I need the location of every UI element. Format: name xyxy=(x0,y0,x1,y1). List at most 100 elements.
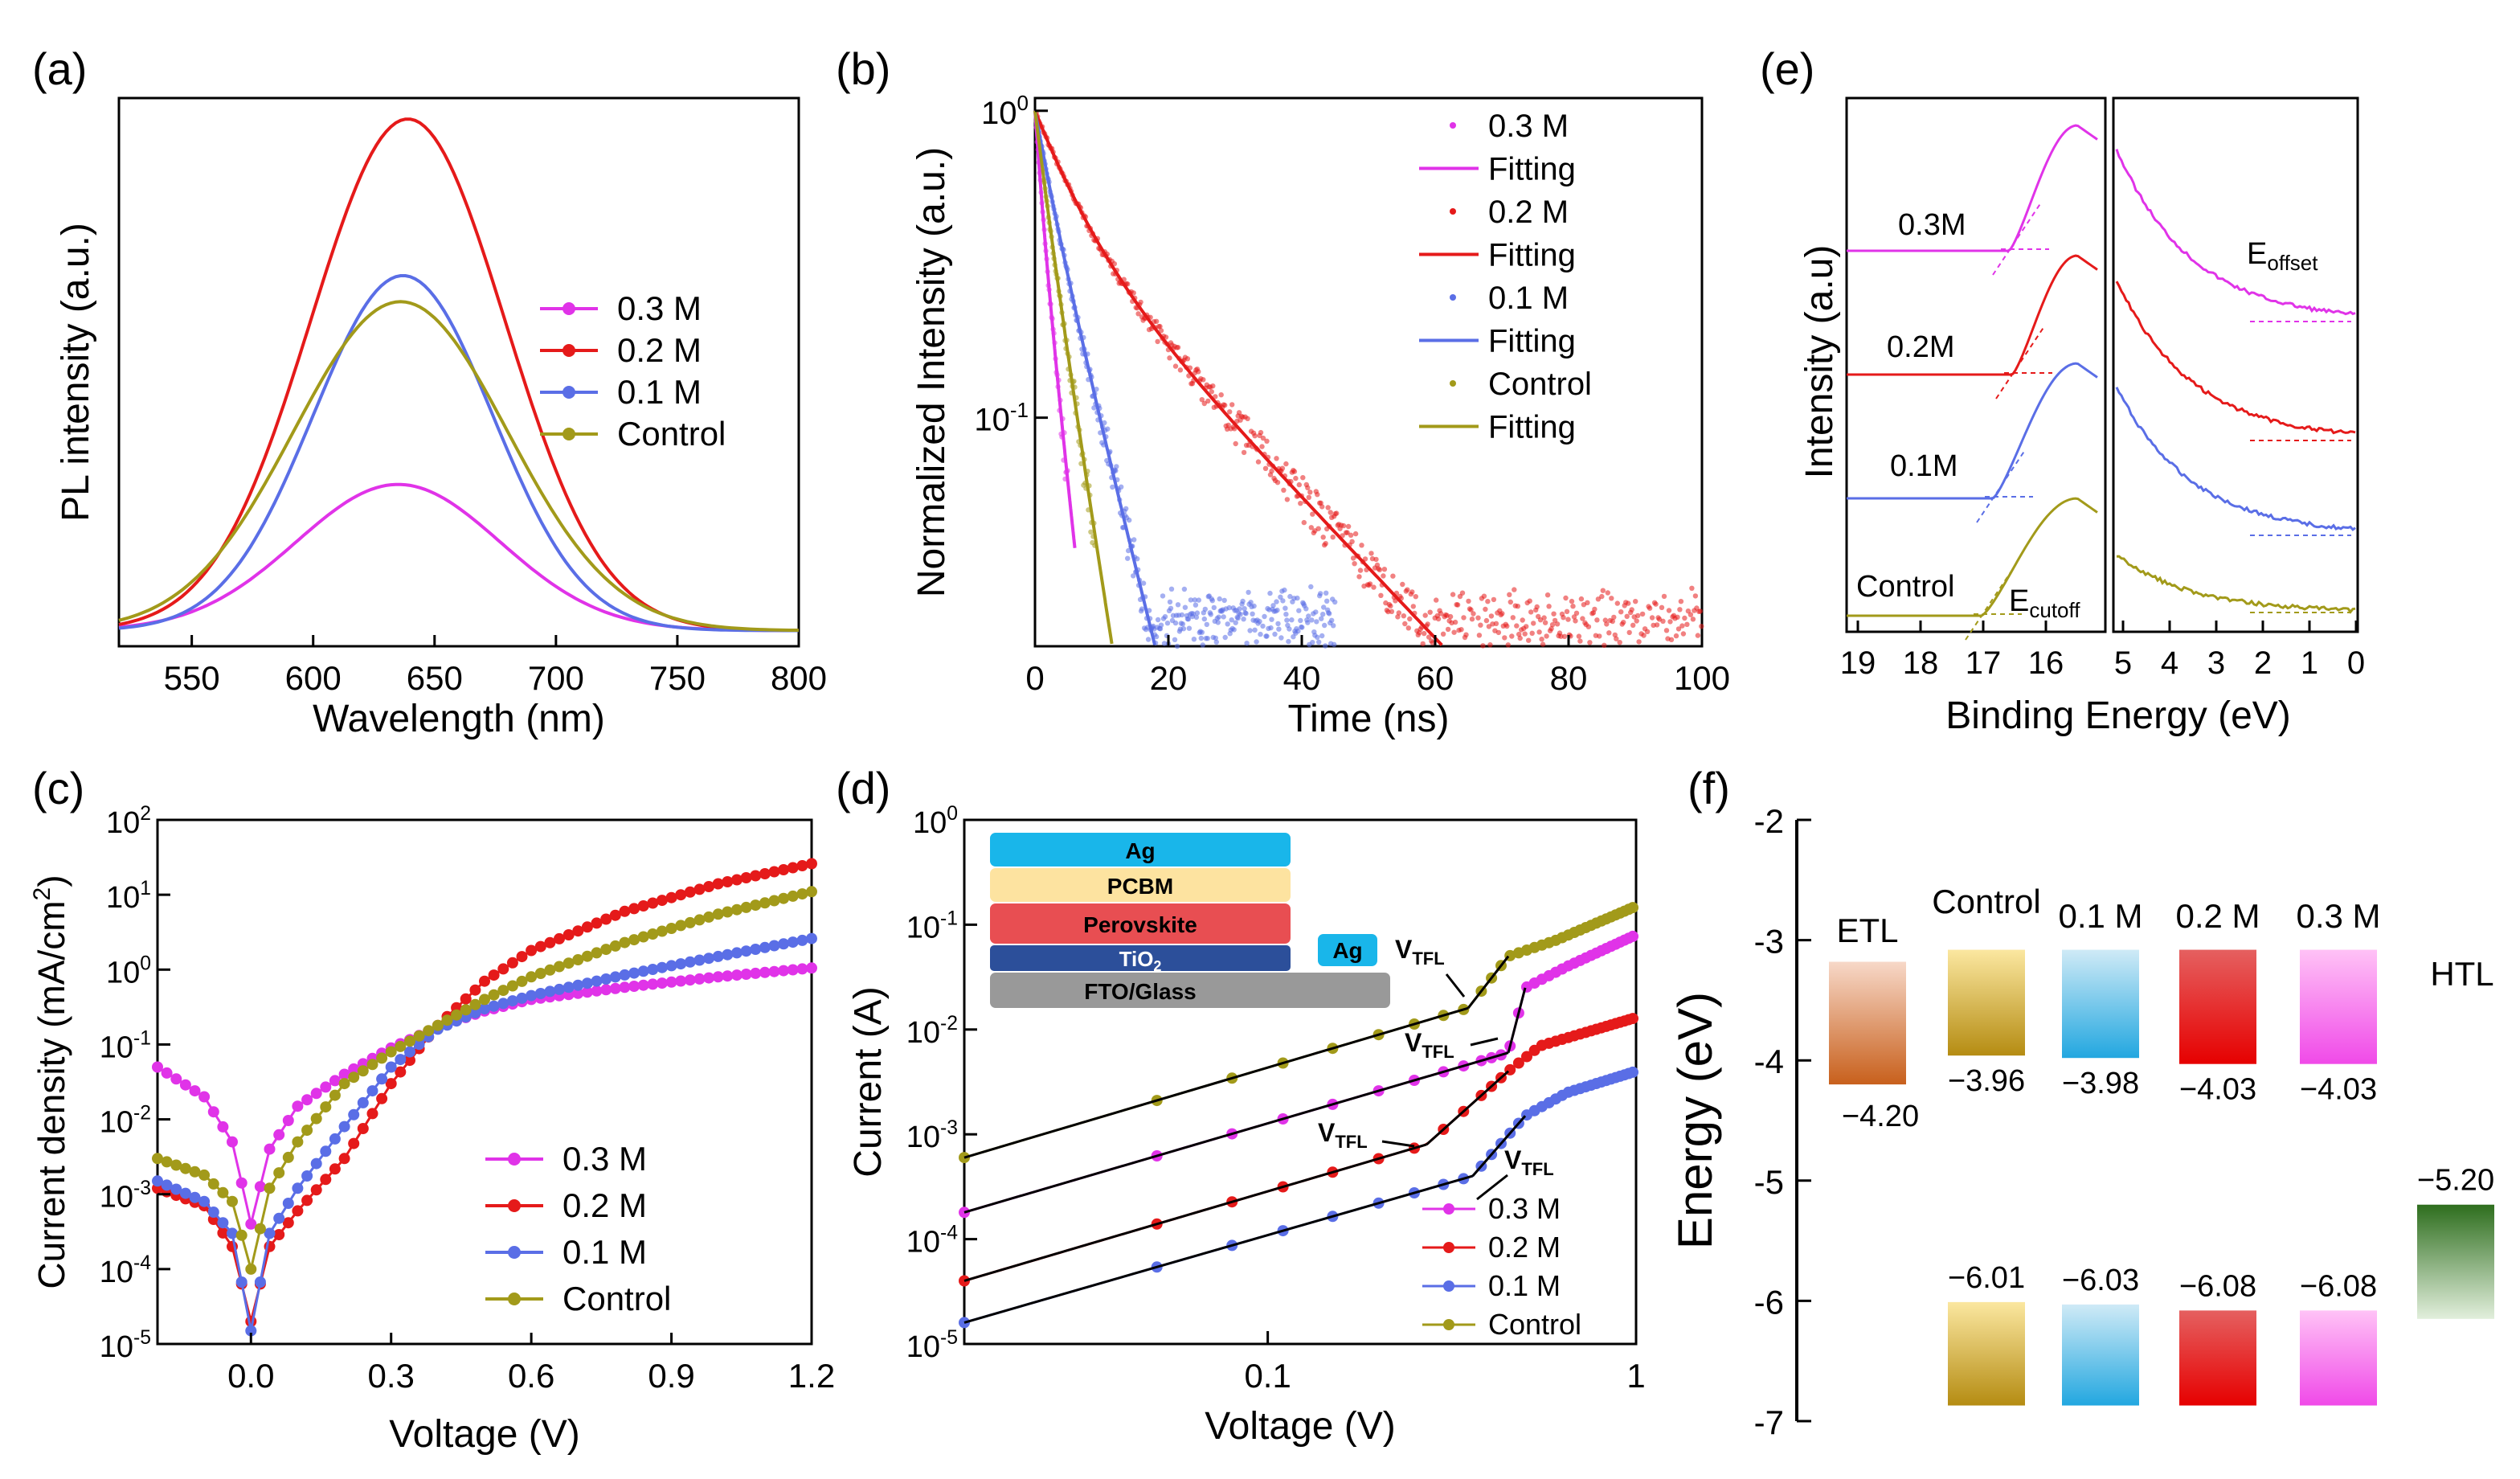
x-tick-label: 60 xyxy=(1417,659,1454,697)
jv-point xyxy=(693,914,706,926)
jv-point xyxy=(282,1115,294,1126)
jv-point xyxy=(787,862,799,874)
decay-point xyxy=(1323,590,1329,596)
jv-point xyxy=(693,973,706,985)
jv-point xyxy=(460,1004,472,1016)
jv-point xyxy=(554,983,565,995)
decay-point xyxy=(1654,622,1660,628)
panel-label-d: (d) xyxy=(836,763,890,813)
legend-label: 0.2 M xyxy=(562,1186,647,1224)
jv-point xyxy=(675,889,687,901)
decay-point xyxy=(1119,484,1124,490)
decay-point xyxy=(1258,631,1263,637)
jv-point xyxy=(619,969,631,981)
jv-point xyxy=(497,963,509,975)
tick-label: 100 xyxy=(981,91,1029,131)
sample-label: 0.3M xyxy=(1898,208,1966,242)
decay-point xyxy=(1255,459,1262,465)
decay-point xyxy=(1196,597,1202,603)
decay-point xyxy=(1139,606,1145,612)
decay-point xyxy=(1480,643,1486,649)
jv-point xyxy=(245,1325,257,1337)
offset-curve xyxy=(2115,281,2356,435)
decay-point xyxy=(1447,613,1454,620)
axis-ticks: 0.0 0.3 0.6 0.9 1.2 102 101 100 10-1 10-2 10-3 10-4… xyxy=(100,803,835,1395)
jv-point xyxy=(152,1175,163,1187)
legend-marker xyxy=(508,1199,521,1212)
legend-marker xyxy=(562,428,575,440)
jv-point xyxy=(703,911,715,923)
decay-point xyxy=(1605,590,1611,596)
decay-point xyxy=(1269,617,1274,622)
category-label: 0.3 M xyxy=(2296,897,2380,935)
decay-point xyxy=(1348,532,1354,538)
cutoff-curve xyxy=(1847,497,2098,617)
decay-point xyxy=(1692,593,1699,599)
decay-point xyxy=(1201,400,1208,407)
decay-point xyxy=(1604,621,1610,627)
decay-point xyxy=(1252,433,1258,439)
decay-point xyxy=(1251,603,1257,609)
decay-point xyxy=(1468,607,1474,612)
jv-point xyxy=(366,1108,378,1120)
decay-point xyxy=(1158,328,1164,334)
decay-point xyxy=(1430,640,1435,645)
decay-point xyxy=(1240,598,1246,604)
decay-point xyxy=(1193,614,1200,621)
decay-point xyxy=(1091,405,1097,411)
decay-point xyxy=(1186,625,1192,631)
legend-marker xyxy=(1450,122,1456,129)
decay-point xyxy=(1269,468,1274,474)
decay-point xyxy=(1164,621,1171,626)
decay-point xyxy=(1274,607,1280,613)
jv-point xyxy=(600,984,612,996)
decay-point xyxy=(1270,603,1276,608)
vtfl-arrow xyxy=(1381,1140,1415,1148)
jv-point xyxy=(750,870,762,882)
decay-point xyxy=(1258,429,1264,436)
panel-a-pl-spectra: 550 600 650 700 750 800 Wavelength (nm) PL in… xyxy=(55,96,827,740)
decay-point xyxy=(1102,420,1107,426)
conduction-band-bar xyxy=(1948,949,2025,1056)
decay-point xyxy=(1340,522,1347,529)
jv-point xyxy=(217,1186,229,1198)
jv-point xyxy=(600,913,612,925)
legend: 0.3 M 0.2 M 0.1 M Control xyxy=(1422,1192,1581,1341)
jv-point xyxy=(572,987,584,999)
jv-point xyxy=(488,969,500,981)
decay-point xyxy=(1209,598,1216,604)
decay-point xyxy=(1298,501,1303,506)
legend-marker xyxy=(1450,208,1456,215)
decay-point xyxy=(1318,591,1323,596)
decay-point xyxy=(1573,610,1580,616)
jv-point xyxy=(282,1151,294,1163)
decay-point xyxy=(1323,541,1328,547)
jv-point xyxy=(264,1227,276,1239)
conduction-band-bar xyxy=(2062,949,2139,1059)
decay-point xyxy=(1310,511,1315,517)
decay-point xyxy=(1226,604,1232,611)
layer-pcbm-label: PCBM xyxy=(1107,874,1173,899)
decay-point xyxy=(1610,618,1616,625)
decay-point xyxy=(1275,621,1281,627)
jv-point xyxy=(619,936,631,948)
axis-ticks: 19 18 17 16 5 4 3 2 1 0 xyxy=(1840,621,2365,681)
decay-point xyxy=(1241,449,1247,456)
decay-point xyxy=(1641,633,1647,638)
panel-label-b: (b) xyxy=(836,43,890,94)
jv-point xyxy=(712,908,724,920)
decay-point xyxy=(1177,367,1184,373)
jv-point xyxy=(479,994,490,1006)
jv-point xyxy=(273,1167,285,1179)
y-axis-label: Normalized Intensity (a.u.) xyxy=(910,147,953,597)
jv-point xyxy=(198,1195,211,1207)
decay-point xyxy=(1352,531,1359,537)
jv-point xyxy=(703,881,715,892)
decay-point xyxy=(1422,612,1428,618)
decay-point xyxy=(1624,613,1630,619)
decay-point xyxy=(1267,590,1273,596)
offset-curve xyxy=(2116,555,2356,614)
iv-point xyxy=(1512,1057,1524,1069)
jv-point xyxy=(731,947,742,959)
